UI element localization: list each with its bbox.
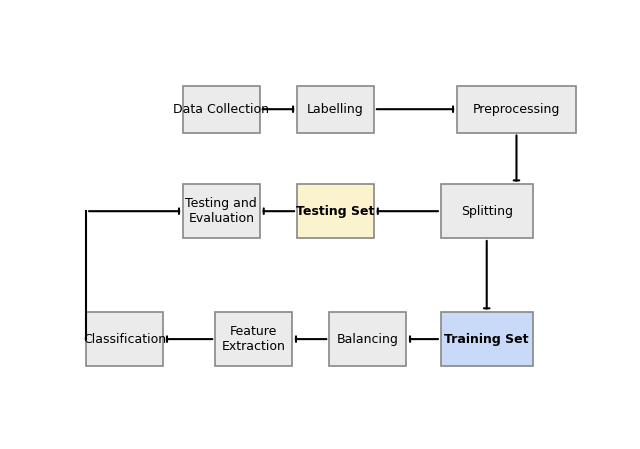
FancyBboxPatch shape: [183, 185, 260, 238]
Text: Testing and
Evaluation: Testing and Evaluation: [186, 197, 257, 225]
FancyBboxPatch shape: [297, 185, 374, 238]
Text: Training Set: Training Set: [444, 333, 529, 346]
Text: Data Collection: Data Collection: [173, 103, 269, 116]
FancyBboxPatch shape: [215, 313, 292, 366]
FancyBboxPatch shape: [183, 86, 260, 132]
Text: Splitting: Splitting: [461, 205, 513, 218]
Text: Labelling: Labelling: [307, 103, 364, 116]
Text: Preprocessing: Preprocessing: [473, 103, 560, 116]
FancyBboxPatch shape: [297, 86, 374, 132]
Text: Classification: Classification: [83, 333, 166, 346]
FancyBboxPatch shape: [457, 86, 576, 132]
FancyBboxPatch shape: [441, 313, 532, 366]
FancyBboxPatch shape: [86, 313, 163, 366]
Text: Balancing: Balancing: [337, 333, 399, 346]
FancyBboxPatch shape: [441, 185, 532, 238]
FancyBboxPatch shape: [329, 313, 406, 366]
Text: Testing Set: Testing Set: [296, 205, 374, 218]
Text: Feature
Extraction: Feature Extraction: [221, 325, 285, 353]
